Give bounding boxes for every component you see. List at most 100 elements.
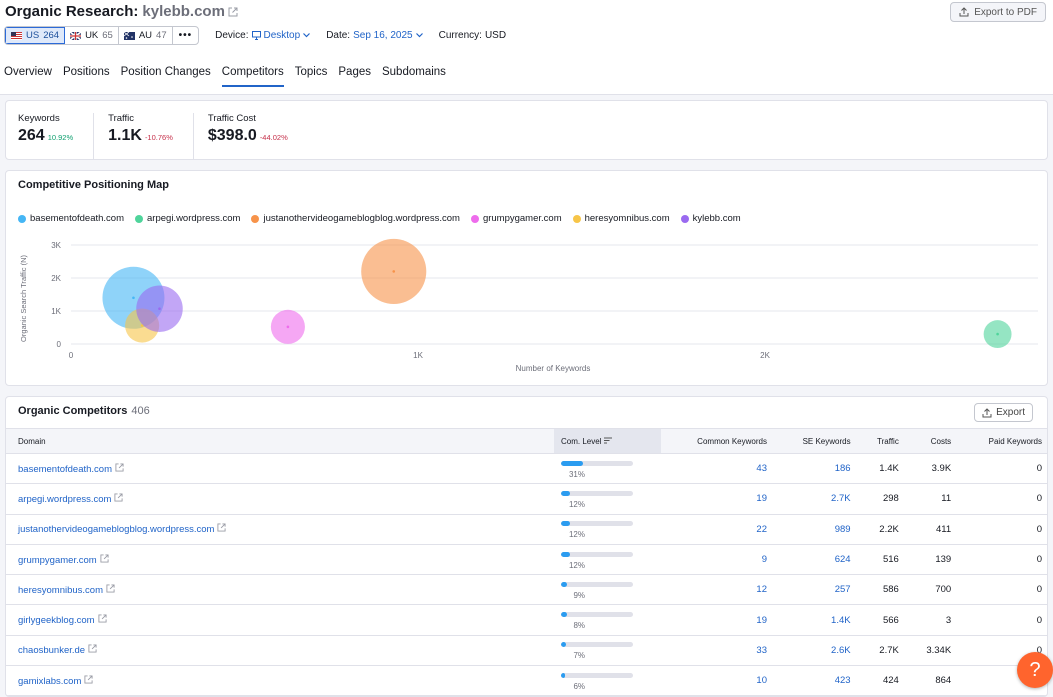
external-link-icon[interactable] — [84, 675, 93, 684]
table-row: grumpygamer.com 12% 9 624 516 139 0 — [6, 544, 1047, 576]
common-keywords-cell[interactable]: 22 — [661, 514, 774, 545]
se-keywords-cell[interactable]: 989 — [773, 514, 858, 545]
tab-pages[interactable]: Pages — [338, 66, 371, 78]
device-selector[interactable]: Device: Desktop — [215, 30, 311, 41]
column-com-level[interactable]: Com. Level — [554, 428, 661, 454]
competitors-title: Organic Competitors — [18, 405, 128, 417]
legend-item[interactable]: grumpygamer.com — [470, 213, 562, 224]
competitor-domain-link[interactable]: grumpygamer.com — [18, 554, 97, 566]
stat-traffic-value[interactable]: 1.1K — [108, 127, 142, 144]
controls-row: US 264 UK 65 AU 47 ••• Device: Desktop — [4, 26, 506, 45]
external-link-icon[interactable] — [217, 523, 227, 532]
common-keywords-cell[interactable]: 12 — [661, 574, 774, 606]
database-us[interactable]: US 264 — [5, 27, 66, 44]
traffic-cell: 1.4K — [857, 453, 906, 485]
com-level-cell: 12% — [554, 514, 661, 545]
date-value-wrap[interactable]: Sep 16, 2025 — [353, 30, 423, 41]
competitor-domain-link[interactable]: heresyomnibus.com — [18, 584, 104, 596]
com-level-fill — [561, 581, 568, 587]
costs-cell: 3.34K — [905, 635, 959, 667]
se-keywords-cell[interactable]: 257 — [773, 574, 858, 606]
bubble-center — [132, 296, 135, 300]
se-keywords-cell[interactable]: 2.6K — [773, 635, 858, 667]
database-uk[interactable]: UK 65 — [65, 27, 119, 44]
tab-overview[interactable]: Overview — [4, 66, 52, 78]
table-row: basementofdeath.com 31% 43 186 1.4K 3.9K 0 — [6, 453, 1047, 485]
competitors-table: Domain Com. Level Common Keywords SE Key… — [6, 428, 1047, 696]
column-traffic[interactable]: Traffic — [857, 428, 906, 454]
competitor-domain-link[interactable]: arpegi.wordpress.com — [18, 493, 112, 505]
legend-item[interactable]: basementofdeath.com — [18, 213, 124, 224]
column-common-keywords[interactable]: Common Keywords — [661, 428, 774, 454]
table-row: girlygeekblog.com 8% 19 1.4K 566 3 0 — [6, 604, 1047, 636]
export-button[interactable]: Export — [974, 403, 1033, 422]
competitor-domain-cell: justanothervideogameblogblog.wordpress.c… — [6, 514, 554, 545]
competitor-domain-link[interactable]: chaosbunker.de — [18, 645, 86, 657]
common-keywords-cell[interactable]: 19 — [661, 604, 774, 636]
tab-competitors[interactable]: Competitors — [221, 66, 284, 87]
tab-topics[interactable]: Topics — [294, 66, 328, 78]
column-domain[interactable]: Domain — [6, 428, 554, 454]
organic-competitors: Organic Competitors 406 Export Domain Com… — [5, 396, 1048, 697]
device-value-wrap[interactable]: Desktop — [251, 30, 311, 41]
database-us-code: US — [26, 30, 40, 41]
stat-traffic-cost-value[interactable]: $398.0 — [207, 127, 257, 144]
tab-positions[interactable]: Positions — [62, 66, 110, 78]
tab-position-changes[interactable]: Position Changes — [120, 66, 211, 78]
column-se-keywords[interactable]: SE Keywords — [773, 428, 858, 454]
stat-keywords-value[interactable]: 264 — [18, 127, 45, 144]
external-link-icon[interactable] — [114, 493, 124, 502]
date-selector[interactable]: Date: Sep 16, 2025 — [326, 30, 423, 41]
costs-cell: 11 — [905, 483, 959, 515]
external-link-icon[interactable] — [115, 463, 124, 472]
external-link-icon[interactable] — [106, 584, 115, 593]
more-databases-button[interactable]: ••• — [178, 30, 193, 41]
competitor-domain-link[interactable]: girlygeekblog.com — [18, 615, 95, 627]
legend-dot — [470, 214, 479, 223]
com-level-cell: 9% — [554, 574, 661, 606]
column-costs[interactable]: Costs — [905, 428, 959, 454]
bubble-center — [140, 324, 144, 327]
desktop-icon — [251, 31, 261, 40]
date-label: Date: — [326, 30, 351, 41]
common-keywords-cell[interactable]: 9 — [661, 544, 774, 576]
external-link-icon[interactable] — [100, 553, 109, 563]
competitor-domain-cell: girlygeekblog.com — [6, 604, 554, 636]
se-keywords-cell[interactable]: 423 — [773, 665, 858, 696]
tab-subdomains[interactable]: Subdomains — [381, 66, 446, 78]
legend-item[interactable]: arpegi.wordpress.com — [135, 213, 240, 224]
external-link-icon[interactable] — [88, 644, 97, 653]
export-pdf-button[interactable]: Export to PDF — [950, 2, 1046, 22]
se-keywords-cell[interactable]: 624 — [773, 544, 858, 576]
external-link-icon[interactable] — [228, 7, 238, 17]
competitor-domain-link[interactable]: justanothervideogameblogblog.wordpress.c… — [18, 524, 215, 536]
competitor-domain-cell: heresyomnibus.com — [6, 574, 554, 606]
legend-label: basementofdeath.com — [30, 213, 125, 224]
table-header: Domain Com. Level Common Keywords SE Key… — [6, 428, 1047, 454]
map-legend: basementofdeath.com arpegi.wordpress.com j… — [18, 213, 741, 224]
com-level-cell: 8% — [554, 604, 661, 636]
help-button[interactable]: ? — [1017, 652, 1053, 688]
common-keywords-cell[interactable]: 19 — [661, 483, 774, 515]
se-keywords-cell[interactable]: 2.7K — [773, 483, 858, 515]
costs-cell: 700 — [905, 574, 959, 606]
competitor-domain-cell: basementofdeath.com — [6, 453, 554, 485]
com-level-fill — [561, 642, 567, 648]
se-keywords-cell[interactable]: 186 — [773, 453, 858, 485]
date-value: Sep 16, 2025 — [353, 30, 413, 41]
se-keywords-cell[interactable]: 1.4K — [773, 604, 858, 636]
legend-item[interactable]: kylebb.com — [680, 213, 741, 224]
page-title-domain[interactable]: kylebb.com — [142, 3, 225, 20]
external-link-icon[interactable] — [98, 614, 107, 623]
competitor-domain-link[interactable]: gamixlabs.com — [18, 675, 82, 687]
competitor-domain-link[interactable]: basementofdeath.com — [18, 463, 113, 475]
common-keywords-cell[interactable]: 33 — [661, 635, 774, 667]
legend-dot — [251, 214, 260, 223]
legend-item[interactable]: justanothervideogameblogblog.wordpress.c… — [251, 213, 460, 224]
database-au[interactable]: AU 47 — [119, 27, 173, 44]
stat-traffic: Traffic 1.1K -10.76% — [108, 113, 194, 159]
column-paid-keywords[interactable]: Paid Keywords — [958, 428, 1047, 454]
common-keywords-cell[interactable]: 10 — [661, 665, 774, 696]
common-keywords-cell[interactable]: 43 — [661, 453, 774, 485]
legend-item[interactable]: heresyomnibus.com — [572, 213, 670, 224]
